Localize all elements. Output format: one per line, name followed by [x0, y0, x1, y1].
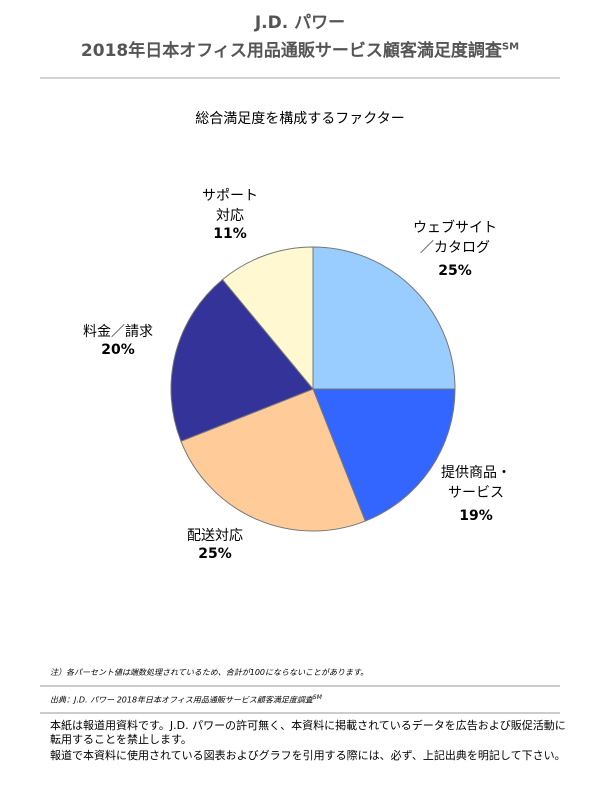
- value-label: 25%: [438, 263, 472, 279]
- value-label: 11%: [213, 226, 247, 242]
- report-title: 2018年日本オフィス用品通販サービス顧客満足度調査SM: [0, 36, 600, 61]
- value-label: 20%: [101, 342, 135, 358]
- value-label: 25%: [198, 546, 232, 562]
- source-text: 出典：J.D. パワー 2018年日本オフィス用品通販サービス顧客満足度調査: [50, 695, 313, 705]
- footnote: 注）各パーセント値は端数処理されているため、合計が100にならないことがあります…: [50, 668, 369, 677]
- brand: J.D. パワー: [254, 13, 346, 33]
- pie-slice: [221, 246, 314, 391]
- title-text: 2018年日本オフィス用品通販サービス顧客満足度調査: [80, 41, 502, 61]
- value-label: 19%: [459, 508, 493, 524]
- disclaimer: 本紙は報道用資料です。J.D. パワーの許可無く、本資料に掲載されているデータを…: [50, 719, 566, 746]
- pie-slice: [312, 246, 456, 390]
- slice-label: 提供商品・ サービス: [441, 465, 511, 501]
- chart-title: 総合満足度を構成するファクター: [195, 111, 405, 127]
- slice-label: 配送対応: [187, 528, 243, 544]
- source-mark: SM: [312, 694, 322, 701]
- title-mark: SM: [501, 41, 520, 53]
- disclaimer: 報道で本資料に使用されている図表およびグラフを引用する際には、必ず、上記出典を明…: [50, 749, 566, 762]
- pie-slice: [170, 278, 314, 442]
- source: 出典：J.D. パワー 2018年日本オフィス用品通販サービス顧客満足度調査SM: [50, 694, 322, 706]
- pie-slice: [180, 388, 366, 532]
- slice-label: ウェブサイト ／カタログ: [413, 220, 497, 256]
- slice-label: 料金／請求: [83, 324, 153, 340]
- slice-label: サポート 対応: [202, 188, 258, 224]
- pie-slice: [312, 388, 456, 522]
